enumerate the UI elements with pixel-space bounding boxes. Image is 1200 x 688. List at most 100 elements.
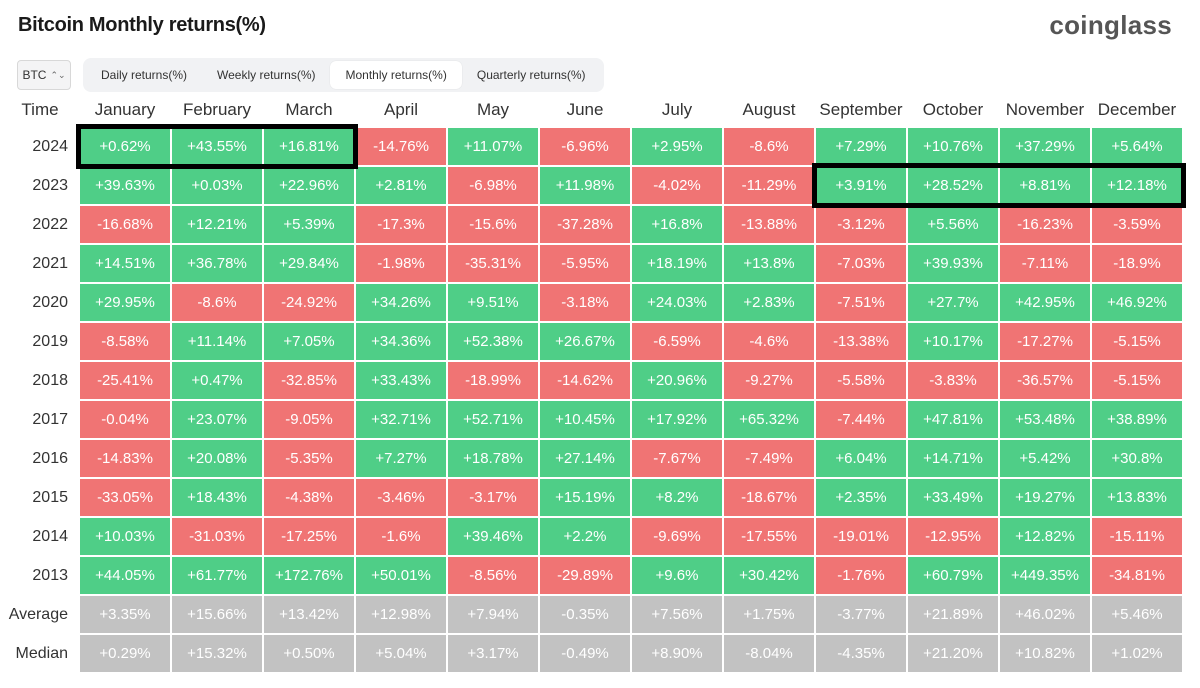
return-cell: +5.46% [1092, 596, 1182, 633]
return-cell: -3.46% [356, 479, 446, 516]
return-cell: +16.81% [264, 128, 354, 165]
return-cell: -0.35% [540, 596, 630, 633]
return-cell: -5.15% [1092, 323, 1182, 360]
return-cell: -1.76% [816, 557, 906, 594]
return-cell: -17.55% [724, 518, 814, 555]
tab-daily-returns[interactable]: Daily returns(%) [101, 68, 188, 82]
return-cell: +26.67% [540, 323, 630, 360]
return-cell: -18.67% [724, 479, 814, 516]
return-cell: +60.79% [908, 557, 998, 594]
return-cell: +10.17% [908, 323, 998, 360]
return-cell: +34.26% [356, 284, 446, 321]
return-cell: +6.04% [816, 440, 906, 477]
row-label: 2014 [32, 528, 68, 545]
return-cell: +2.95% [632, 128, 722, 165]
return-cell: +18.19% [632, 245, 722, 282]
return-cell: +3.91% [816, 167, 906, 204]
return-cell: +42.95% [1000, 284, 1090, 321]
row-label: 2019 [32, 333, 68, 350]
return-cell: +53.48% [1000, 401, 1090, 438]
return-cell: -29.89% [540, 557, 630, 594]
return-cell: +0.29% [80, 635, 170, 672]
return-cell: +18.43% [172, 479, 262, 516]
return-cell: -14.83% [80, 440, 170, 477]
return-cell: +61.77% [172, 557, 262, 594]
return-cell: -9.69% [632, 518, 722, 555]
return-cell: +5.04% [356, 635, 446, 672]
column-header-march: March [285, 100, 333, 119]
return-cell: +10.03% [80, 518, 170, 555]
return-cell: +30.8% [1092, 440, 1182, 477]
return-cell: +1.75% [724, 596, 814, 633]
return-cell: -7.03% [816, 245, 906, 282]
return-cell: -5.35% [264, 440, 354, 477]
return-cell: +7.94% [448, 596, 538, 633]
row-label: 2018 [32, 372, 68, 389]
row-label: 2013 [32, 567, 68, 584]
return-cell: -14.62% [540, 362, 630, 399]
return-cell: -3.18% [540, 284, 630, 321]
return-cell: -7.49% [724, 440, 814, 477]
return-cell: +29.84% [264, 245, 354, 282]
return-cell: -3.59% [1092, 206, 1182, 243]
column-header-november: November [1005, 100, 1085, 119]
return-cell: +3.17% [448, 635, 538, 672]
return-cell: -6.98% [448, 167, 538, 204]
row-label: 2022 [32, 216, 68, 233]
asset-select[interactable]: BTC ⌃⌄ [17, 60, 71, 90]
return-cell: +2.81% [356, 167, 446, 204]
return-cell: -18.99% [448, 362, 538, 399]
return-cell: -3.12% [816, 206, 906, 243]
return-cell: +50.01% [356, 557, 446, 594]
return-cell: +0.47% [172, 362, 262, 399]
return-cell: +20.96% [632, 362, 722, 399]
return-cell: -7.51% [816, 284, 906, 321]
return-cell: +15.19% [540, 479, 630, 516]
return-cell: -8.6% [724, 128, 814, 165]
return-cell: +1.02% [1092, 635, 1182, 672]
return-cell: +27.14% [540, 440, 630, 477]
return-cell: +47.81% [908, 401, 998, 438]
return-cell: +33.43% [356, 362, 446, 399]
return-cell: +33.49% [908, 479, 998, 516]
row-label: 2021 [32, 255, 68, 272]
return-cell: +27.7% [908, 284, 998, 321]
return-cell: +7.29% [816, 128, 906, 165]
return-cell: -9.05% [264, 401, 354, 438]
chevron-updown-icon: ⌃⌄ [50, 69, 66, 80]
returns-tabs: Daily returns(%) Weekly returns(%) Month… [83, 58, 604, 92]
tab-weekly-returns[interactable]: Weekly returns(%) [217, 68, 316, 82]
return-cell: +0.62% [80, 128, 170, 165]
return-cell: -7.11% [1000, 245, 1090, 282]
return-cell: +39.46% [448, 518, 538, 555]
return-cell: -17.25% [264, 518, 354, 555]
return-cell: -6.96% [540, 128, 630, 165]
return-cell: -8.6% [172, 284, 262, 321]
return-cell: -15.11% [1092, 518, 1182, 555]
corner-label: Time [21, 100, 59, 119]
return-cell: +19.27% [1000, 479, 1090, 516]
return-cell: +449.35% [1000, 557, 1090, 594]
column-header-august: August [742, 100, 796, 119]
return-cell: -31.03% [172, 518, 262, 555]
return-cell: -11.29% [724, 167, 814, 204]
return-cell: +23.07% [172, 401, 262, 438]
return-cell: +37.29% [1000, 128, 1090, 165]
return-cell: +46.92% [1092, 284, 1182, 321]
return-cell: +11.14% [172, 323, 262, 360]
return-cell: +9.51% [448, 284, 538, 321]
return-cell: -25.41% [80, 362, 170, 399]
column-header-february: February [182, 100, 252, 119]
return-cell: +0.50% [264, 635, 354, 672]
return-cell: +10.45% [540, 401, 630, 438]
return-cell: +7.05% [264, 323, 354, 360]
return-cell: -5.95% [540, 245, 630, 282]
return-cell: +0.03% [172, 167, 262, 204]
tab-monthly-returns[interactable]: Monthly returns(%) [330, 61, 462, 89]
tab-quarterly-returns[interactable]: Quarterly returns(%) [476, 68, 586, 82]
return-cell: +38.89% [1092, 401, 1182, 438]
return-cell: -17.27% [1000, 323, 1090, 360]
return-cell: +7.27% [356, 440, 446, 477]
return-cell: -0.49% [540, 635, 630, 672]
return-cell: -24.92% [264, 284, 354, 321]
